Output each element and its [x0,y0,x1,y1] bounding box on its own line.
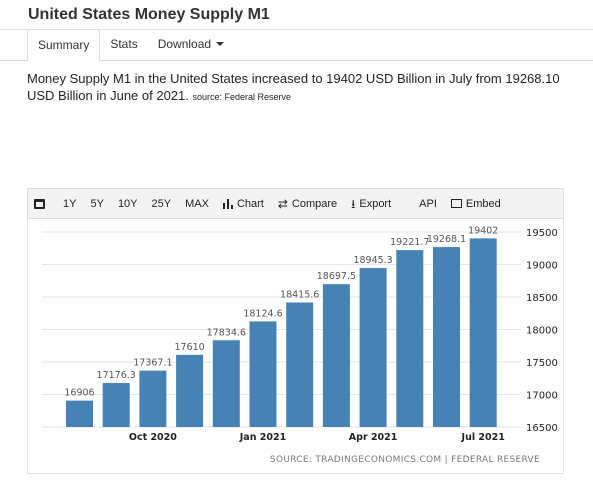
range-5y-button[interactable]: 5Y [90,198,103,210]
summary-text: Money Supply M1 in the United States inc… [27,71,560,103]
tabs-divider [0,60,593,61]
y-tick-label: 16500 [526,423,558,434]
bar-value-label: 19268.1 [427,234,466,245]
x-tick-label: Jul 2021 [461,432,505,443]
summary-source: source: Federal Reserve [192,92,292,102]
bar[interactable] [66,400,93,427]
bar[interactable] [102,383,130,427]
export-button-label: Export [359,197,392,210]
summary-description: Money Supply M1 in the United States inc… [27,70,572,106]
tab-stats[interactable]: Stats [100,29,147,61]
chart-button-label: Chart [236,197,264,210]
bar[interactable] [359,268,387,427]
bar-value-label: 16906 [64,388,94,399]
bar[interactable] [139,370,167,427]
export-button[interactable]: ⭳ Export [351,198,391,210]
bar-value-label: 18124.6 [243,308,282,319]
y-tick-label: 18500 [526,293,558,304]
bar[interactable] [322,284,350,427]
bar-value-label: 17367.1 [133,358,172,369]
y-tick-label: 17500 [526,358,558,369]
bar-value-label: 19221.7 [390,237,429,248]
compare-button-label: Compare [291,197,338,210]
x-tick-label: Oct 2020 [129,432,177,443]
y-tick-label: 19000 [526,261,558,272]
chart-container: 16906 17176.3 17367.1 17610 17834.6 18124.6 18… [27,218,564,474]
chart-toolbar: 1Y 5Y 10Y 25Y MAX Chart ⇄ Compare ⭳ Expo… [27,188,564,219]
y-tick-label: 17000 [526,391,558,402]
chart-source-note: SOURCE: TRADINGECONOMICS.COM | FEDERAL R… [270,455,540,465]
range-max-button[interactable]: MAX [185,198,209,210]
bar-value-label: 18945.3 [353,255,392,266]
range-25y-button[interactable]: 25Y [152,198,172,210]
bar-value-label: 17176.3 [97,370,136,381]
range-1y-button[interactable]: 1Y [63,198,76,210]
page-title: United States Money Supply M1 [28,6,270,23]
bar-value-label: 18697.5 [317,271,356,282]
x-tick-label: Jan 2021 [239,432,286,443]
image-icon [450,199,462,208]
chart-button[interactable]: Chart [222,197,264,210]
shuffle-icon: ⇄ [277,196,288,211]
bar-value-label: 18415.6 [280,289,319,300]
y-tick-label: 18000 [526,326,558,337]
bar[interactable] [396,250,424,427]
range-5y-label: 5Y [90,197,104,210]
grid-icon [405,199,415,209]
bar[interactable] [433,247,460,427]
tab-download-label: Download [157,37,212,51]
title-bar: United States Money Supply M1 [0,0,593,30]
range-max-label: MAX [185,197,209,210]
bar-value-label: 17834.6 [207,327,246,338]
bar[interactable] [469,238,497,427]
tab-bar: Summary Stats Download [27,29,234,61]
range-10y-label: 10Y [117,197,138,210]
embed-button[interactable]: Embed [450,197,501,210]
api-button[interactable]: API [405,198,437,210]
range-1y-label: 1Y [63,197,77,210]
download-icon: ⭳ [351,196,356,211]
compare-button[interactable]: ⇄ Compare [278,198,337,210]
bar-value-label: 17610 [174,342,204,353]
bar[interactable] [212,340,240,427]
x-tick-label: Apr 2021 [349,432,398,443]
calendar-icon [34,198,45,209]
caret-down-icon [216,42,225,46]
range-10y-button[interactable]: 10Y [118,198,138,210]
tab-download[interactable]: Download [148,29,234,61]
bar[interactable] [286,302,314,427]
api-button-label: API [419,197,437,210]
bar-value-label: 19402 [468,225,498,236]
tab-stats-label: Stats [110,37,138,51]
bar[interactable] [249,321,277,427]
range-25y-label: 25Y [151,197,172,210]
embed-button-label: Embed [465,197,501,210]
tab-summary-label: Summary [38,38,90,52]
y-tick-label: 19500 [526,228,558,239]
bar-chart-icon [222,198,233,209]
bar[interactable] [176,354,204,427]
calendar-button[interactable] [34,198,49,209]
tab-summary[interactable]: Summary [27,29,101,61]
